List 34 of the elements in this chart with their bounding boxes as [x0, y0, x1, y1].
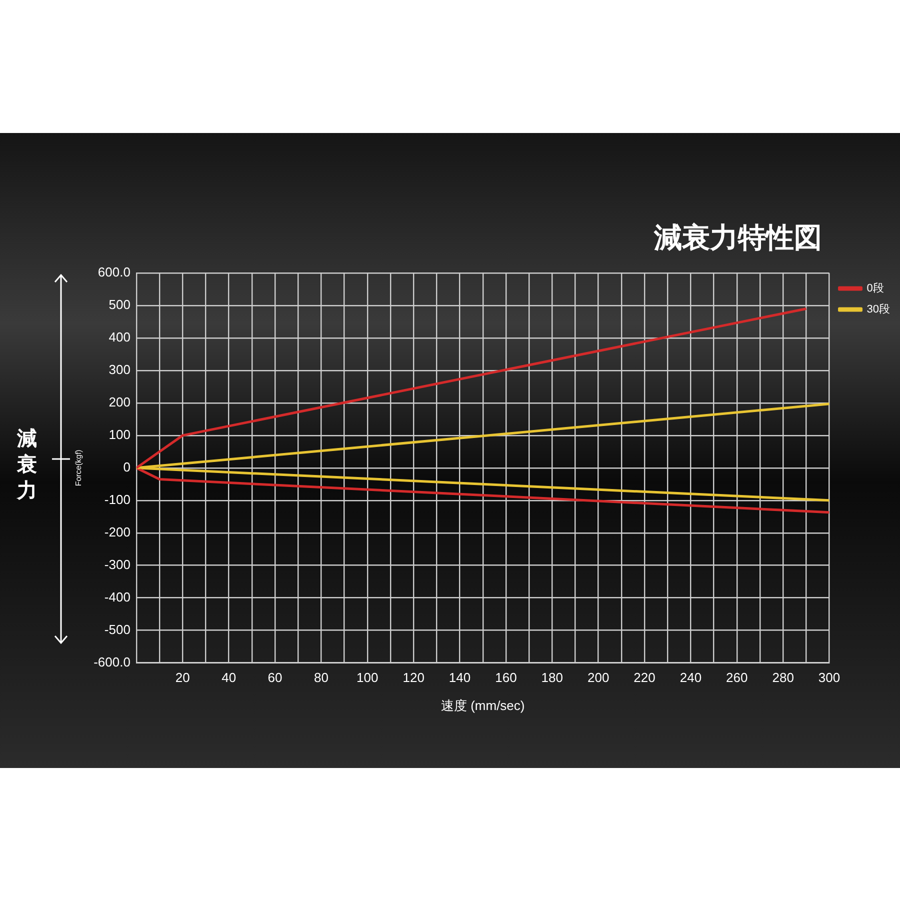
- legend-label: 30段: [866, 304, 890, 316]
- y-tick-label: -100: [104, 492, 130, 507]
- y-tick-label: 200: [108, 394, 130, 410]
- y-axis-title: Force(kgf): [74, 449, 84, 486]
- y-tick-label: 500: [108, 297, 130, 312]
- y-tick-label: 100: [108, 426, 130, 442]
- x-tick-label: 20: [175, 670, 190, 686]
- x-tick-label: 160: [495, 670, 517, 686]
- x-tick-label: 300: [818, 670, 840, 686]
- y-tick-label: 0: [123, 459, 130, 474]
- x-tick-label: 120: [402, 670, 424, 686]
- x-tick-label: 220: [634, 670, 656, 686]
- x-tick-label: 260: [726, 670, 748, 686]
- text: 減衰力: [16, 425, 38, 503]
- x-tick-label: 140: [448, 670, 471, 686]
- y-tick-label: -400: [104, 589, 130, 604]
- x-tick-label: 60: [268, 670, 282, 686]
- y-tick-label: 400: [108, 330, 130, 345]
- x-tick-label: 180: [541, 670, 563, 686]
- legend-label: 0段: [866, 282, 884, 295]
- x-tick-label: 200: [587, 670, 610, 686]
- y-tick-label: -200: [104, 524, 130, 540]
- y-tick-label: 300: [108, 362, 130, 378]
- x-tick-label: 100: [356, 670, 378, 686]
- x-tick-label: 80: [314, 670, 328, 686]
- x-tick-label: 280: [772, 670, 794, 686]
- y-tick-label: -500: [104, 622, 130, 637]
- chart-title: 減衰力特性図: [654, 220, 822, 256]
- y-tick-label: -300: [104, 556, 130, 572]
- y-tick-label: 600.0: [98, 264, 130, 280]
- x-axis-title: 速度 (mm/sec): [440, 698, 525, 713]
- y-tick-label: -600.0: [94, 654, 130, 670]
- x-tick-label: 40: [222, 670, 236, 686]
- x-tick-label: 240: [680, 670, 702, 686]
